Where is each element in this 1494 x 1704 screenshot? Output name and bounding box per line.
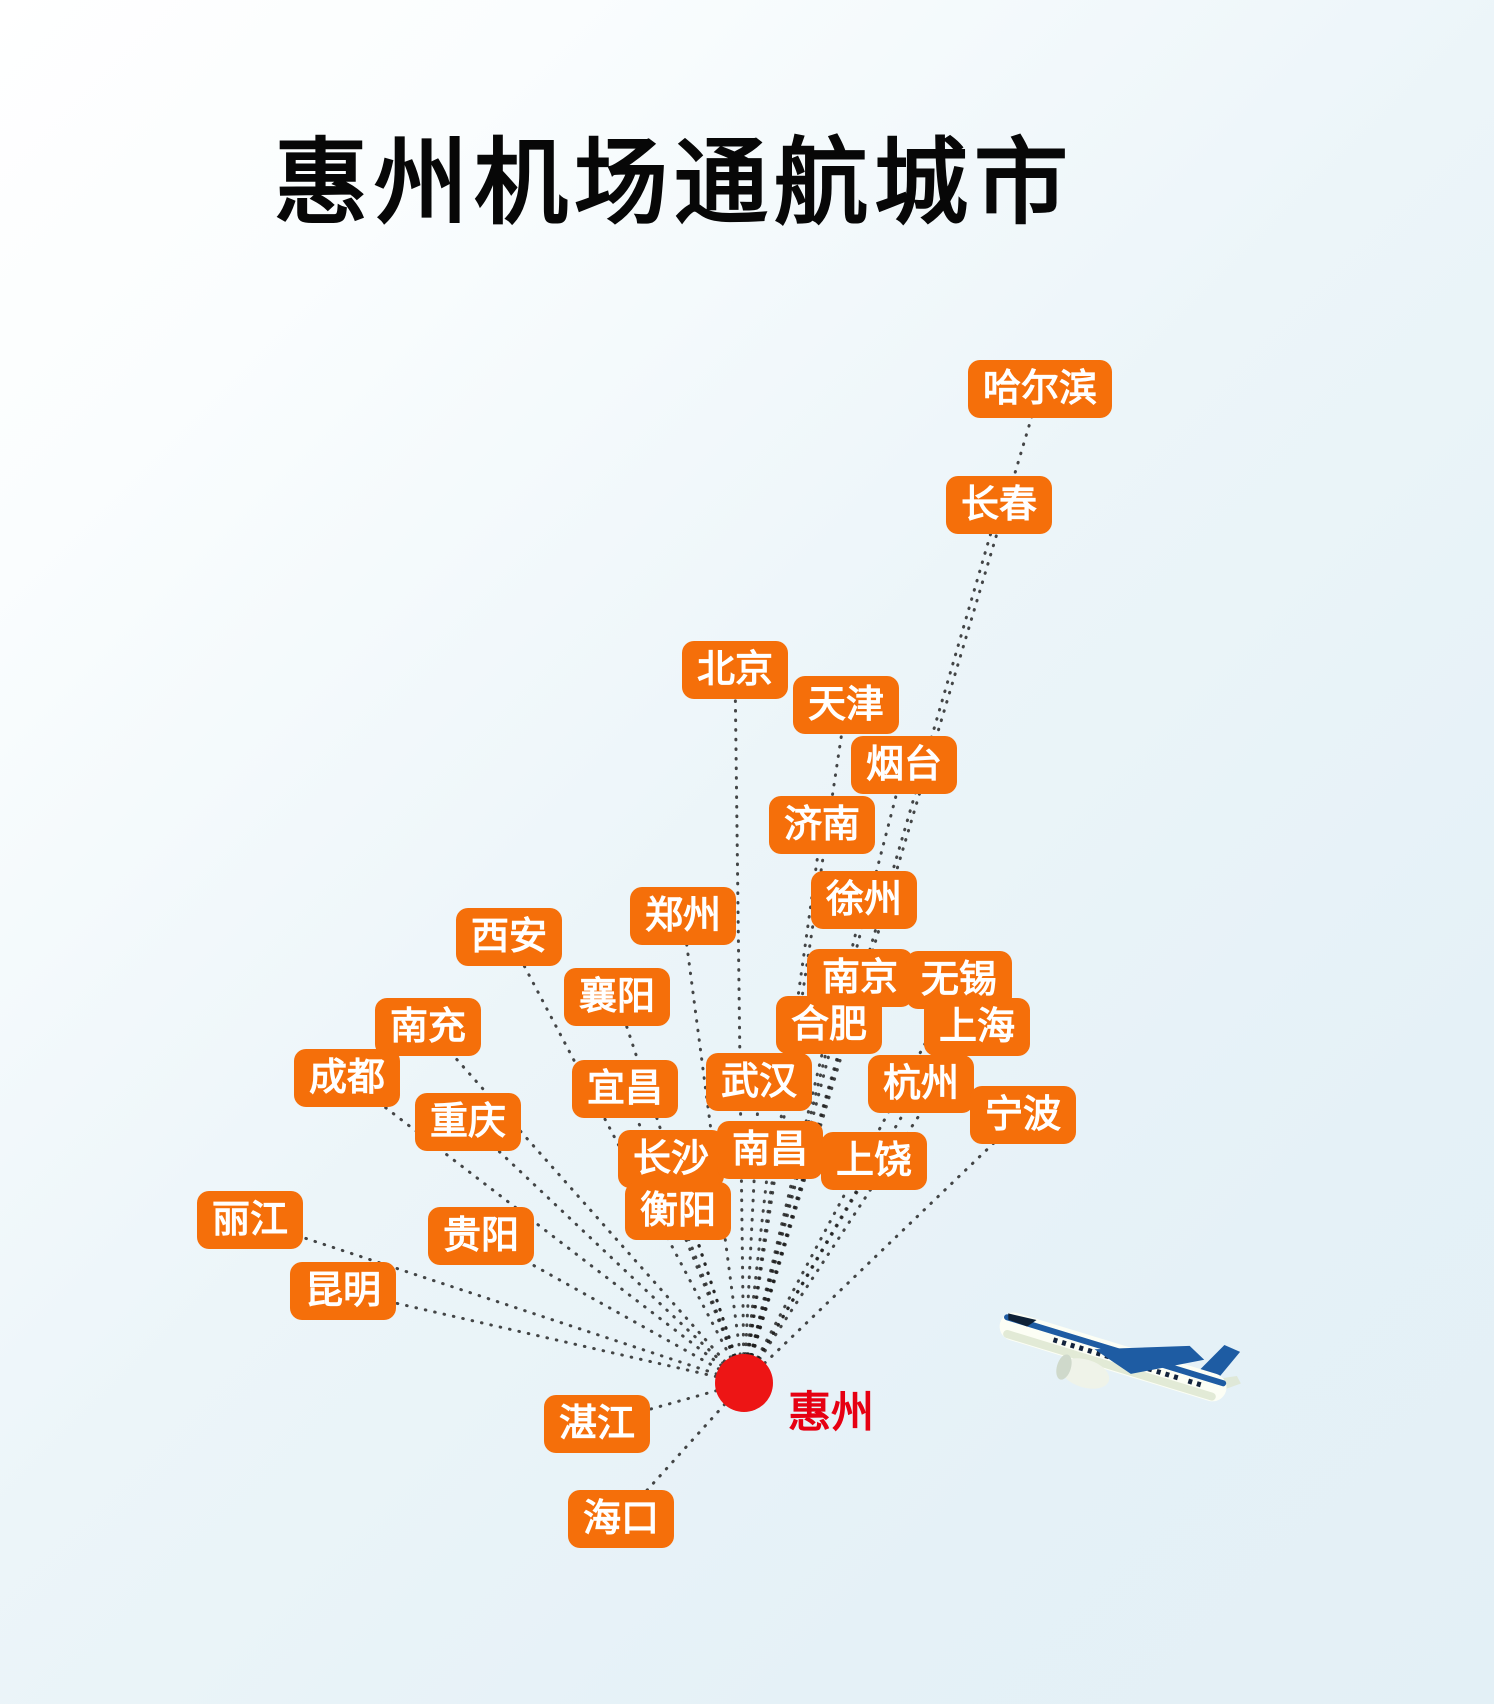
route-line xyxy=(742,1148,772,1385)
route-line xyxy=(742,1113,1025,1385)
route-line xyxy=(248,1218,746,1385)
route-line xyxy=(742,823,824,1385)
route-line xyxy=(466,1120,746,1385)
airplane-icon xyxy=(999,1312,1241,1402)
city-badge: 杭州 xyxy=(867,1055,975,1113)
hub-label: 惠州 xyxy=(788,1388,874,1438)
city-badge: 重庆 xyxy=(414,1093,522,1151)
city-badge: 上饶 xyxy=(820,1132,928,1190)
city-badge: 西安 xyxy=(455,908,563,966)
route-line xyxy=(742,503,1001,1385)
route-line xyxy=(733,668,746,1385)
city-badge: 南昌 xyxy=(716,1121,824,1179)
route-line xyxy=(345,1076,746,1385)
city-badge: 南充 xyxy=(374,998,482,1056)
route-line xyxy=(742,1159,876,1385)
route-line xyxy=(742,976,862,1385)
city-badge: 海口 xyxy=(567,1490,675,1548)
city-badge: 宁波 xyxy=(969,1086,1077,1144)
route-line xyxy=(742,1023,831,1385)
city-badge: 天津 xyxy=(792,676,900,734)
city-badge: 郑州 xyxy=(629,887,737,945)
city-badge: 徐州 xyxy=(810,871,918,929)
city-badge: 合肥 xyxy=(775,996,883,1054)
city-badge: 湛江 xyxy=(543,1395,651,1453)
route-line xyxy=(669,1157,746,1385)
city-badge: 上海 xyxy=(923,998,1031,1056)
city-badge: 长沙 xyxy=(617,1130,725,1188)
route-line xyxy=(681,914,746,1385)
city-badge: 丽江 xyxy=(196,1191,304,1249)
city-badge: 烟台 xyxy=(850,736,958,794)
city-badge: 贵阳 xyxy=(427,1207,535,1265)
page-title: 惠州机场通航城市 xyxy=(273,128,1075,238)
route-line xyxy=(595,1381,746,1426)
city-badge: 昆明 xyxy=(289,1262,397,1320)
city-badge: 成都 xyxy=(293,1049,401,1107)
city-badge: 襄阳 xyxy=(563,968,671,1026)
city-badge: 武汉 xyxy=(705,1053,813,1111)
city-badge: 衡阳 xyxy=(624,1182,732,1240)
city-badge: 长春 xyxy=(945,476,1053,534)
hub-dot xyxy=(715,1354,773,1412)
city-badge: 哈尔滨 xyxy=(967,360,1113,418)
route-line xyxy=(742,978,961,1385)
city-badge: 北京 xyxy=(681,641,789,699)
city-badge: 济南 xyxy=(768,796,876,854)
route-line xyxy=(341,1289,746,1385)
city-badge: 宜昌 xyxy=(571,1060,679,1118)
route-line xyxy=(742,703,848,1385)
